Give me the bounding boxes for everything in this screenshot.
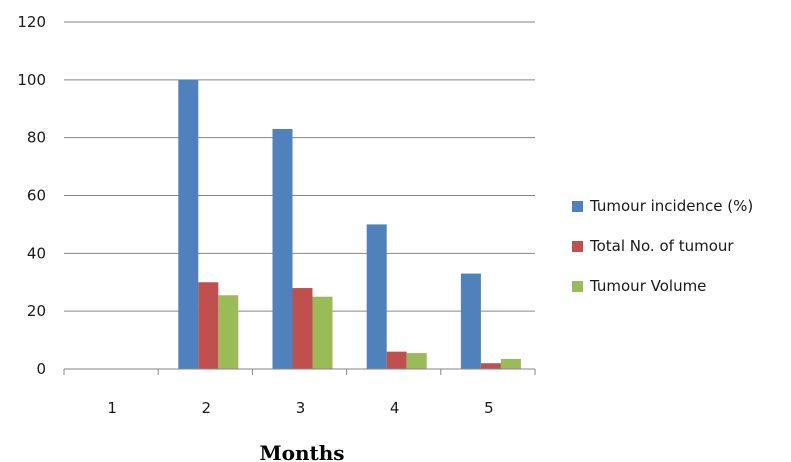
y-tick-label: 60 [27,187,46,205]
y-tick-label: 120 [17,13,46,31]
x-axis-title: Months [259,441,344,462]
bar [500,358,521,369]
x-tick-label: 1 [107,399,117,417]
bar [386,351,407,369]
bar [480,363,501,369]
legend-swatch [572,201,583,212]
x-axis-ticks: 1 2 3 4 5 [63,369,536,417]
legend-label: Tumour incidence (%) [589,197,753,215]
bar [366,224,387,369]
y-tick-label: 20 [27,302,46,320]
x-tick-label: 5 [484,399,494,417]
y-tick-label: 40 [27,244,46,262]
bar [198,282,219,369]
bar [292,288,313,369]
legend-swatch [572,281,583,292]
x-tick-label: 3 [296,399,306,417]
y-tick-label: 0 [36,360,46,378]
gridlines [64,21,535,312]
y-axis-ticks: 0 20 40 60 80 100 120 [17,13,46,378]
bar [272,128,293,369]
bar [218,295,239,369]
bars [178,79,521,369]
x-tick-label: 4 [390,399,400,417]
bar [312,296,333,369]
legend: Tumour incidence (%) Total No. of tumour T… [572,197,753,295]
y-tick-label: 80 [27,129,46,147]
legend-swatch [572,241,583,252]
bar [460,273,481,369]
x-tick-label: 2 [202,399,212,417]
legend-label: Total No. of tumour [589,237,734,255]
y-tick-label: 100 [17,71,46,89]
legend-label: Tumour Volume [589,277,706,295]
bar [406,353,427,369]
bar [178,79,199,369]
